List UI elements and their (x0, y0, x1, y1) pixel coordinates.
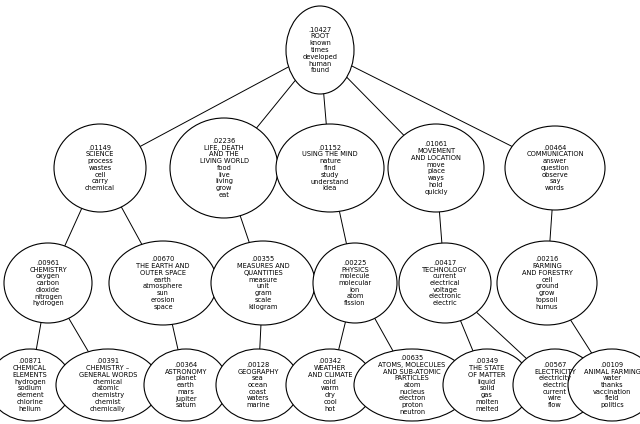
Text: .00364
ASTRONOMY
planet
earth
mars
jupiter
satum: .00364 ASTRONOMY planet earth mars jupit… (164, 362, 207, 408)
Ellipse shape (211, 241, 315, 325)
Ellipse shape (54, 124, 146, 212)
Text: .00567
ELECTRICITY
electricity
electric
current
wire
flow: .00567 ELECTRICITY electricity electric … (534, 362, 576, 408)
Ellipse shape (568, 349, 640, 421)
Ellipse shape (313, 243, 397, 323)
Text: .00355
MEASURES AND
QUANTITIES
measure
unit
gram
scale
kilogram: .00355 MEASURES AND QUANTITIES measure u… (237, 257, 289, 310)
Ellipse shape (109, 241, 217, 325)
Ellipse shape (144, 349, 228, 421)
Text: .00670
THE EARTH AND
OUTER SPACE
earth
atmosphere
sun
erosion
space: .00670 THE EARTH AND OUTER SPACE earth a… (136, 257, 189, 310)
Text: .01152
USING THE MIND
nature
find
study
understand
idea: .01152 USING THE MIND nature find study … (302, 145, 358, 191)
Ellipse shape (170, 118, 278, 218)
Ellipse shape (399, 243, 491, 323)
Text: .01149
SCIENCE
process
wastes
cell
carry
chemical: .01149 SCIENCE process wastes cell carry… (85, 145, 115, 191)
Ellipse shape (216, 349, 300, 421)
Text: .00109
ANIMAL FARMING
water
thanks
vaccination
field
politics: .00109 ANIMAL FARMING water thanks vacci… (584, 362, 640, 408)
Ellipse shape (443, 349, 531, 421)
Text: .00635
ATOMS, MOLECULES
AND SUB-ATOMIC
PARTICLES
atom
nucleus
electron
proton
ne: .00635 ATOMS, MOLECULES AND SUB-ATOMIC P… (378, 355, 445, 415)
Text: .00871
CHEMICAL
ELEMENTS
hydrogen
sodium
element
chlorine
helium: .00871 CHEMICAL ELEMENTS hydrogen sodium… (13, 358, 47, 412)
Ellipse shape (505, 126, 605, 210)
Ellipse shape (513, 349, 597, 421)
Ellipse shape (276, 124, 384, 212)
Ellipse shape (354, 349, 470, 421)
Ellipse shape (56, 349, 160, 421)
Text: .01061
MOVEMENT
AND LOCATION
move
place
ways
hold
quickly: .01061 MOVEMENT AND LOCATION move place … (411, 141, 461, 195)
Text: .02236
LIFE, DEATH
AND THE
LIVING WORLD
food
live
living
grow
eat: .02236 LIFE, DEATH AND THE LIVING WORLD … (200, 138, 248, 198)
Ellipse shape (4, 243, 92, 323)
Ellipse shape (497, 241, 597, 325)
Text: .00342
WEATHER
AND CLIMATE
cold
warm
dry
cool
hot: .00342 WEATHER AND CLIMATE cold warm dry… (308, 358, 352, 412)
Text: .00391
CHEMISTRY –
GENERAL WORDS
chemical
atomic
chemistry
chemist
chemically: .00391 CHEMISTRY – GENERAL WORDS chemica… (79, 358, 137, 412)
Text: .00216
FARMING
AND FORESTRY
cell
ground
grow
topsoil
humus: .00216 FARMING AND FORESTRY cell ground … (522, 257, 572, 310)
Text: .00464
COMMUNICATION
answer
question
observe
say
words: .00464 COMMUNICATION answer question obs… (526, 145, 584, 191)
Ellipse shape (388, 124, 484, 212)
Ellipse shape (0, 349, 72, 421)
Text: .00417
TECHNOLOGY
current
electrical
voltage
electronic
electric: .00417 TECHNOLOGY current electrical vol… (422, 260, 468, 306)
Text: .10427
ROOT
known
times
developed
human
found: .10427 ROOT known times developed human … (303, 27, 337, 73)
Text: .00961
CHEMISTRY
oxygen
carbon
dioxide
nitrogen
hydrogen: .00961 CHEMISTRY oxygen carbon dioxide n… (29, 260, 67, 306)
Text: .00128
GEOGRAPHY
sea
ocean
coast
waters
marine: .00128 GEOGRAPHY sea ocean coast waters … (237, 362, 279, 408)
Text: .00349
THE STATE
OF MATTER
liquid
solid
gas
molten
melted: .00349 THE STATE OF MATTER liquid solid … (468, 358, 506, 412)
Ellipse shape (286, 349, 374, 421)
Text: .00225
PHYSICS
molecule
molecular
ion
atom
fission: .00225 PHYSICS molecule molecular ion at… (339, 260, 372, 306)
Ellipse shape (286, 6, 354, 94)
